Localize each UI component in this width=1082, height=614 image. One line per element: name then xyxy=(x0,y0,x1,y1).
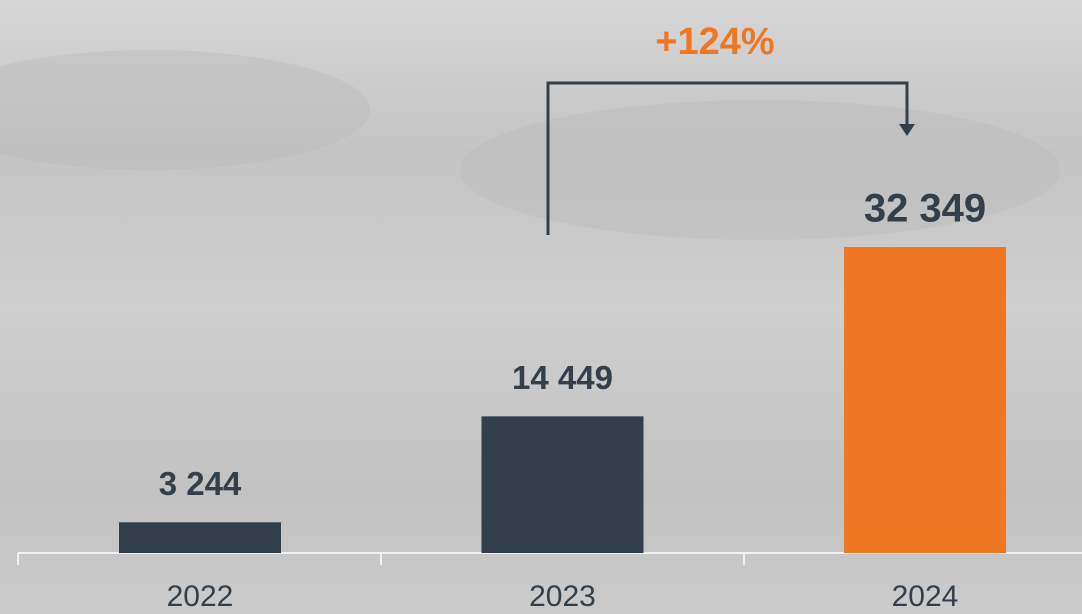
bar xyxy=(844,247,1006,553)
value-label: 14 449 xyxy=(512,359,613,396)
annotation: +124% xyxy=(655,21,774,63)
bar xyxy=(119,522,281,553)
value-label: 3 244 xyxy=(159,465,242,502)
value-label: 32 349 xyxy=(864,187,986,231)
bar xyxy=(482,416,644,553)
page: +124% 20223 244202314 449202432 349 (() … xyxy=(0,0,1082,614)
x-tick-label: 2022 xyxy=(167,580,234,613)
chart: +124% 2022 3 244 2023 14 449 2024 32 349 xyxy=(0,0,1082,614)
x-tick-label: 2024 xyxy=(892,580,959,613)
x-tick-label: 2023 xyxy=(529,580,596,613)
